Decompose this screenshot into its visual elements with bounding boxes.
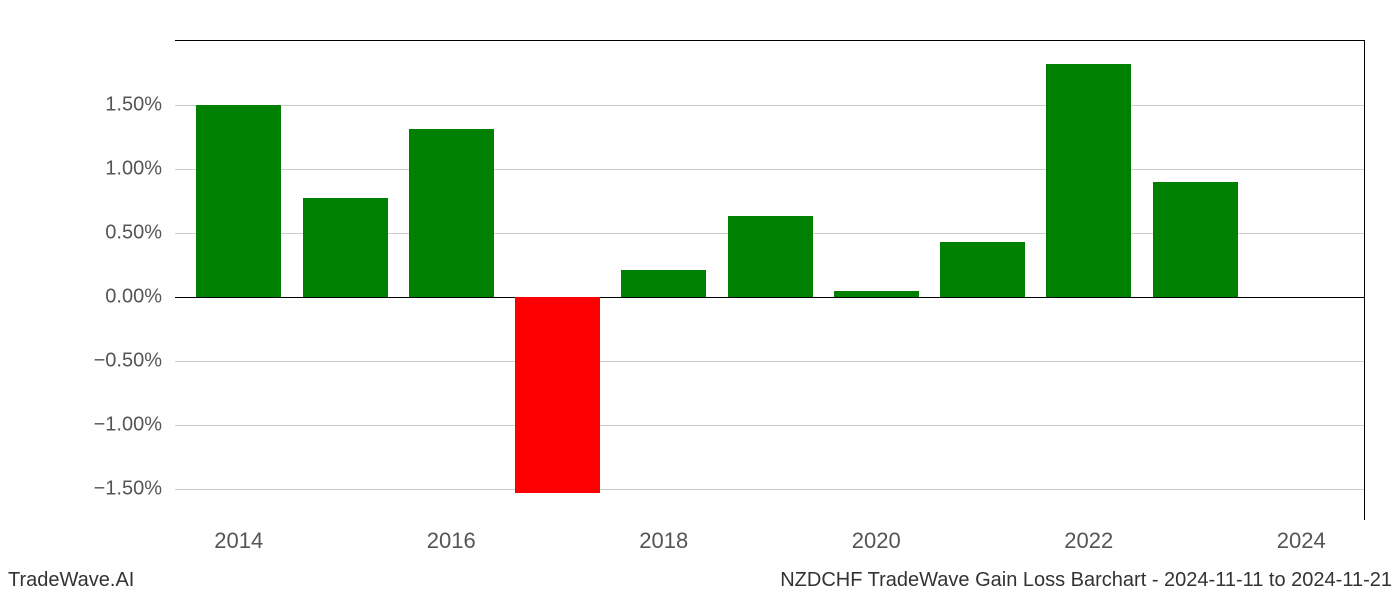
bar-2022 — [1046, 64, 1131, 297]
y-tick-label: 0.50% — [2, 222, 162, 245]
bar-2019 — [728, 216, 813, 297]
y-tick-label: −0.50% — [2, 350, 162, 373]
gridline — [175, 105, 1364, 106]
bar-2020 — [834, 291, 919, 297]
y-tick-label: 1.00% — [2, 158, 162, 181]
gridline — [175, 489, 1364, 490]
x-tick-label: 2020 — [852, 528, 901, 554]
watermark-left: TradeWave.AI — [8, 569, 134, 592]
bar-chart: −1.50%−1.00%−0.50%0.00%0.50%1.00%1.50%20… — [175, 40, 1365, 520]
bar-2021 — [940, 242, 1025, 297]
bar-2016 — [409, 129, 494, 297]
x-tick-label: 2024 — [1277, 528, 1326, 554]
bar-2017 — [515, 297, 600, 493]
y-tick-label: 1.50% — [2, 94, 162, 117]
gridline — [175, 425, 1364, 426]
x-tick-label: 2016 — [427, 528, 476, 554]
bar-2014 — [196, 105, 281, 297]
y-tick-label: −1.50% — [2, 478, 162, 501]
gridline — [175, 169, 1364, 170]
plot-area: −1.50%−1.00%−0.50%0.00%0.50%1.00%1.50%20… — [175, 41, 1364, 520]
bar-2023 — [1153, 182, 1238, 297]
bar-2015 — [303, 198, 388, 297]
gridline — [175, 361, 1364, 362]
x-tick-label: 2018 — [639, 528, 688, 554]
y-tick-label: 0.00% — [2, 286, 162, 309]
y-tick-label: −1.00% — [2, 414, 162, 437]
x-tick-label: 2022 — [1064, 528, 1113, 554]
x-tick-label: 2014 — [214, 528, 263, 554]
zero-axis-line — [175, 297, 1364, 298]
chart-caption: NZDCHF TradeWave Gain Loss Barchart - 20… — [780, 569, 1392, 592]
bar-2018 — [621, 270, 706, 297]
